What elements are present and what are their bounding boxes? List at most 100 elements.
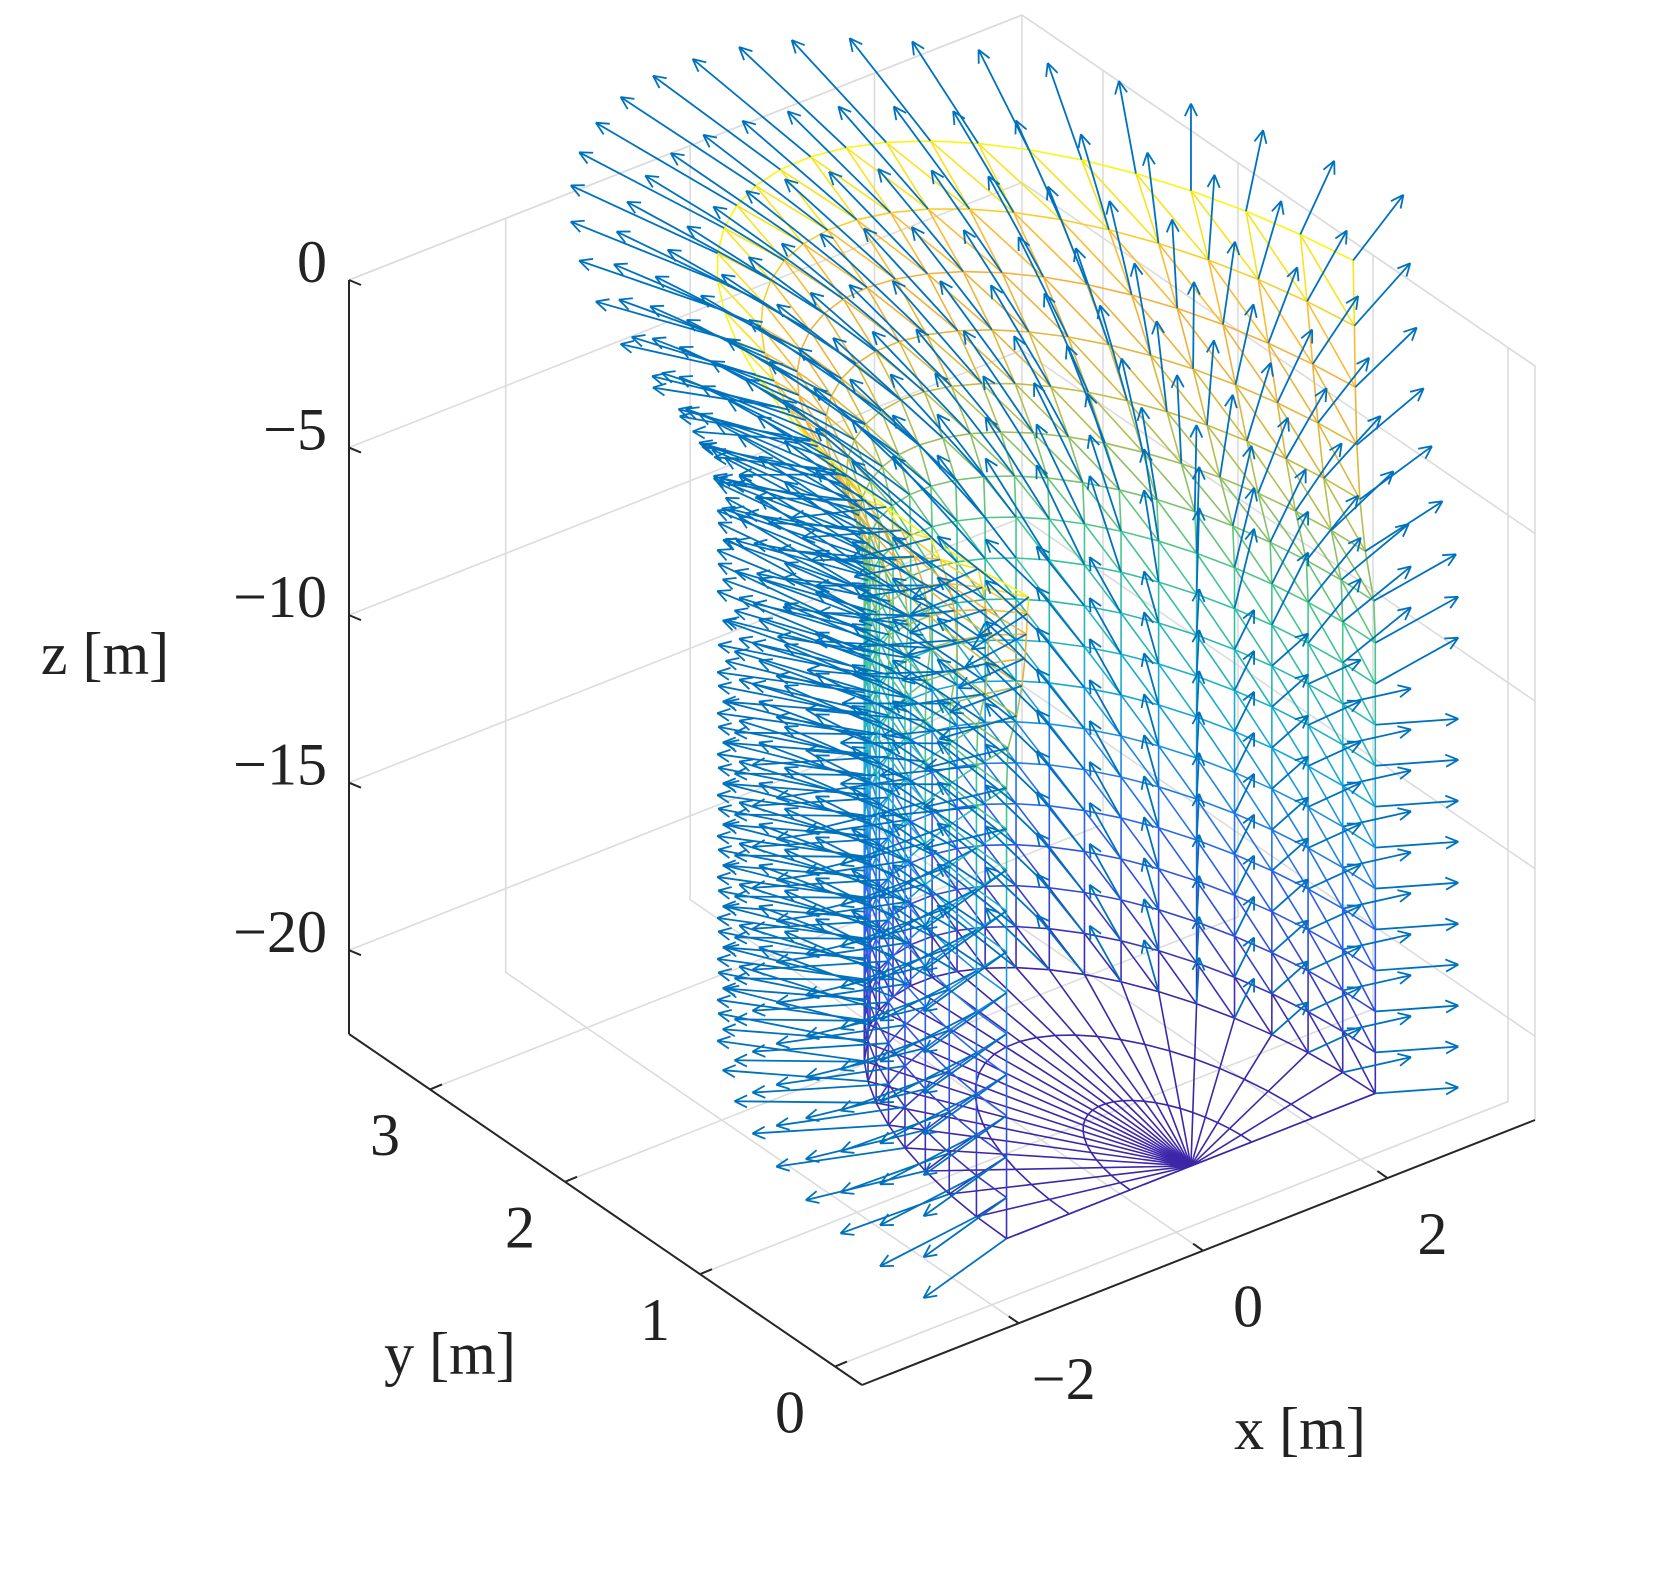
quiver-shaft bbox=[1307, 659, 1362, 685]
quiver-head bbox=[717, 722, 732, 728]
quiver-shaft bbox=[1276, 329, 1313, 404]
quiver-head bbox=[939, 738, 954, 743]
mesh-line bbox=[1257, 492, 1308, 561]
mesh-line bbox=[869, 466, 884, 482]
quiver-shaft bbox=[852, 670, 957, 676]
quiver-head bbox=[626, 201, 636, 214]
z-tick bbox=[348, 949, 362, 957]
mesh-line bbox=[1234, 566, 1273, 585]
quiver-head bbox=[840, 1150, 855, 1154]
quiver-shaft bbox=[776, 674, 906, 699]
quiver-head bbox=[892, 536, 907, 541]
mesh-line bbox=[1120, 981, 1192, 1167]
quiver-head bbox=[805, 994, 820, 1000]
mesh-line bbox=[1043, 276, 1087, 286]
mesh-line bbox=[1083, 523, 1122, 573]
quiver-head bbox=[724, 457, 735, 470]
quiver-shaft bbox=[725, 496, 871, 576]
quiver-head bbox=[751, 642, 764, 653]
mesh-line bbox=[987, 662, 1023, 687]
quiver-shaft bbox=[923, 828, 1007, 850]
quiver-shaft bbox=[745, 190, 868, 289]
quiver-head bbox=[805, 830, 820, 836]
quiver-head bbox=[735, 536, 751, 542]
mesh-line bbox=[904, 965, 926, 985]
quiver-shaft bbox=[892, 741, 986, 806]
quiver-head bbox=[775, 994, 789, 1004]
mesh-line bbox=[891, 505, 912, 536]
quiver-head bbox=[716, 871, 731, 878]
quiver-head bbox=[814, 640, 828, 649]
quiver-shaft bbox=[892, 659, 986, 724]
quiver-head bbox=[1088, 761, 1092, 776]
mesh-line bbox=[985, 680, 1017, 683]
mesh-line bbox=[904, 1047, 926, 1067]
x-axis-label: x [m] bbox=[1234, 1396, 1366, 1462]
mesh-line bbox=[1267, 1090, 1292, 1105]
quiver-head bbox=[783, 726, 795, 738]
quiver-head bbox=[782, 577, 796, 587]
mesh-line bbox=[1207, 259, 1224, 325]
quiver-head bbox=[1224, 394, 1234, 407]
mesh-line bbox=[1307, 929, 1344, 951]
quiver-head bbox=[716, 753, 730, 763]
quiver-head bbox=[734, 889, 748, 898]
quiver-head bbox=[738, 965, 751, 977]
quiver-shaft bbox=[1140, 407, 1158, 500]
quiver-head bbox=[891, 280, 898, 295]
quiver-head bbox=[784, 178, 799, 185]
mesh-line bbox=[1019, 1036, 1037, 1043]
quiver-head bbox=[1347, 577, 1362, 586]
quiver-head bbox=[1294, 632, 1309, 639]
quiver-shaft bbox=[1340, 523, 1410, 581]
mesh-line bbox=[924, 824, 950, 844]
quiver-shaft bbox=[616, 230, 764, 304]
quiver-shaft bbox=[840, 1070, 950, 1112]
mesh-line bbox=[954, 608, 987, 612]
mesh-line bbox=[1157, 622, 1198, 677]
quiver-head bbox=[1402, 523, 1410, 538]
y-axis-label: y [m] bbox=[384, 1321, 516, 1387]
quiver-head bbox=[839, 977, 851, 989]
quiver-shaft bbox=[923, 1033, 1008, 1094]
mesh-line bbox=[1113, 1099, 1124, 1103]
quiver-head bbox=[776, 838, 790, 845]
mesh-line bbox=[1207, 259, 1270, 344]
quiver-head bbox=[595, 300, 607, 312]
mesh-line bbox=[939, 558, 983, 588]
quiver-shaft bbox=[1108, 200, 1133, 296]
quiver-head bbox=[685, 406, 700, 410]
quiver-head bbox=[752, 638, 767, 644]
mesh-line bbox=[1354, 387, 1358, 445]
quiver-head bbox=[758, 945, 773, 949]
quiver-head bbox=[982, 376, 986, 391]
quiver-head bbox=[806, 664, 821, 671]
quiver-head bbox=[716, 835, 730, 845]
quiver-shaft bbox=[971, 612, 1028, 651]
mesh-line bbox=[1000, 431, 1034, 434]
quiver-head bbox=[1089, 679, 1102, 689]
mesh-line bbox=[956, 557, 986, 563]
mesh-line bbox=[875, 651, 890, 675]
quiver-head bbox=[922, 1285, 932, 1299]
mesh-line bbox=[1307, 888, 1344, 910]
mesh-line bbox=[1015, 885, 1050, 930]
mesh-line bbox=[1271, 993, 1309, 1054]
quiver-head bbox=[783, 889, 795, 902]
mesh-line bbox=[1158, 663, 1197, 677]
mesh-line bbox=[1105, 1100, 1114, 1105]
mesh-line bbox=[1307, 847, 1344, 869]
mesh-line bbox=[956, 970, 1192, 1167]
quiver-shaft bbox=[753, 602, 890, 636]
quiver-shaft bbox=[936, 863, 1017, 928]
mesh-line bbox=[1307, 929, 1344, 991]
mesh-line bbox=[1307, 1052, 1344, 1074]
quiver-head bbox=[712, 475, 725, 487]
mesh-line bbox=[1050, 385, 1089, 394]
quiver-head bbox=[1351, 905, 1362, 918]
mesh-line bbox=[981, 382, 1034, 434]
mesh-line bbox=[1081, 159, 1160, 244]
mesh-line bbox=[984, 680, 1017, 723]
mesh-line bbox=[762, 301, 802, 351]
mesh-line bbox=[1158, 745, 1197, 759]
